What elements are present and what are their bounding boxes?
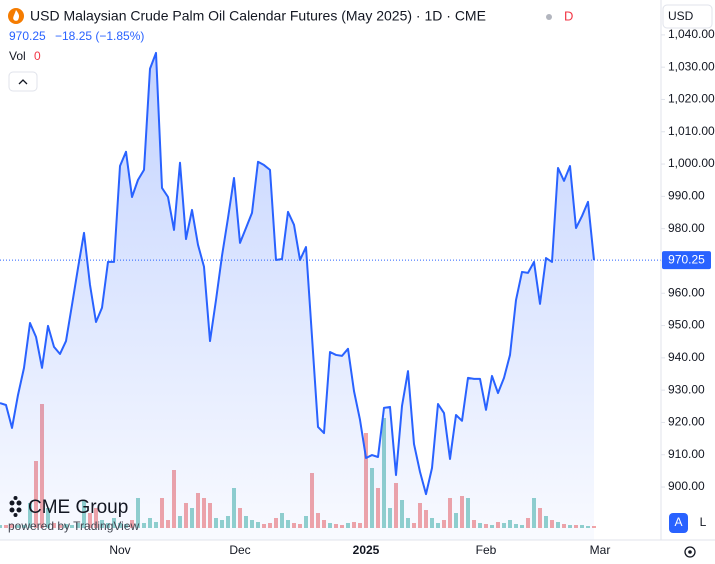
volume-value: 0 — [34, 49, 41, 63]
cme-logo-icon — [9, 496, 22, 517]
x-tick-label: 2025 — [353, 543, 380, 557]
last-price-tag — [662, 251, 711, 270]
currency-button[interactable] — [662, 4, 713, 29]
volume-label: Vol — [9, 49, 26, 63]
cme-logo: CME Group — [28, 497, 128, 518]
y-tick-label: 910.00 — [668, 447, 705, 461]
y-tick-label: 990.00 — [668, 189, 705, 203]
y-tick-label: 1,030.00 — [668, 59, 715, 73]
log-scale-label[interactable]: L — [700, 515, 707, 529]
auto-scale-button[interactable] — [669, 513, 688, 533]
market-status[interactable]: D — [564, 8, 573, 23]
currency-label[interactable]: USD — [668, 9, 694, 23]
y-tick-label: 900.00 — [668, 479, 705, 493]
symbol-title: USD Malaysian Crude Palm Oil Calendar Fu… — [30, 8, 486, 24]
y-tick-label: 1,040.00 — [668, 27, 715, 41]
x-tick-label: Nov — [109, 543, 130, 557]
y-tick-label: 980.00 — [668, 221, 705, 235]
settings-button[interactable] — [684, 546, 696, 558]
price-change: −18.25 (−1.85%) — [55, 29, 144, 43]
area-fill — [0, 52, 594, 541]
x-tick-label: Feb — [476, 543, 497, 557]
collapse-button[interactable] — [8, 71, 38, 92]
y-tick-label: 1,010.00 — [668, 124, 715, 138]
x-tick-label: Mar — [590, 543, 611, 557]
powered-by: powered by TradingView — [8, 519, 140, 533]
y-tick-label: 1,020.00 — [668, 92, 715, 106]
y-tick-label: 1,000.00 — [668, 156, 715, 170]
y-tick-label: 960.00 — [668, 285, 705, 299]
last-price: 970.25 — [9, 29, 46, 43]
y-tick-label: 920.00 — [668, 415, 705, 429]
collapse-icon[interactable] — [18, 79, 28, 85]
symbol-logo-flame — [13, 10, 20, 21]
auto-scale-label[interactable]: A — [674, 515, 682, 529]
last-price-tag-label: 970.25 — [668, 252, 705, 266]
x-tick-label: Dec — [229, 543, 250, 557]
y-tick-label: 940.00 — [668, 350, 705, 364]
settings-icon-center[interactable] — [688, 550, 692, 554]
plot-area — [0, 51, 661, 541]
y-tick-label: 950.00 — [668, 318, 705, 332]
price-line — [0, 51, 595, 496]
y-tick-label: 930.00 — [668, 382, 705, 396]
status-dot — [546, 14, 552, 20]
